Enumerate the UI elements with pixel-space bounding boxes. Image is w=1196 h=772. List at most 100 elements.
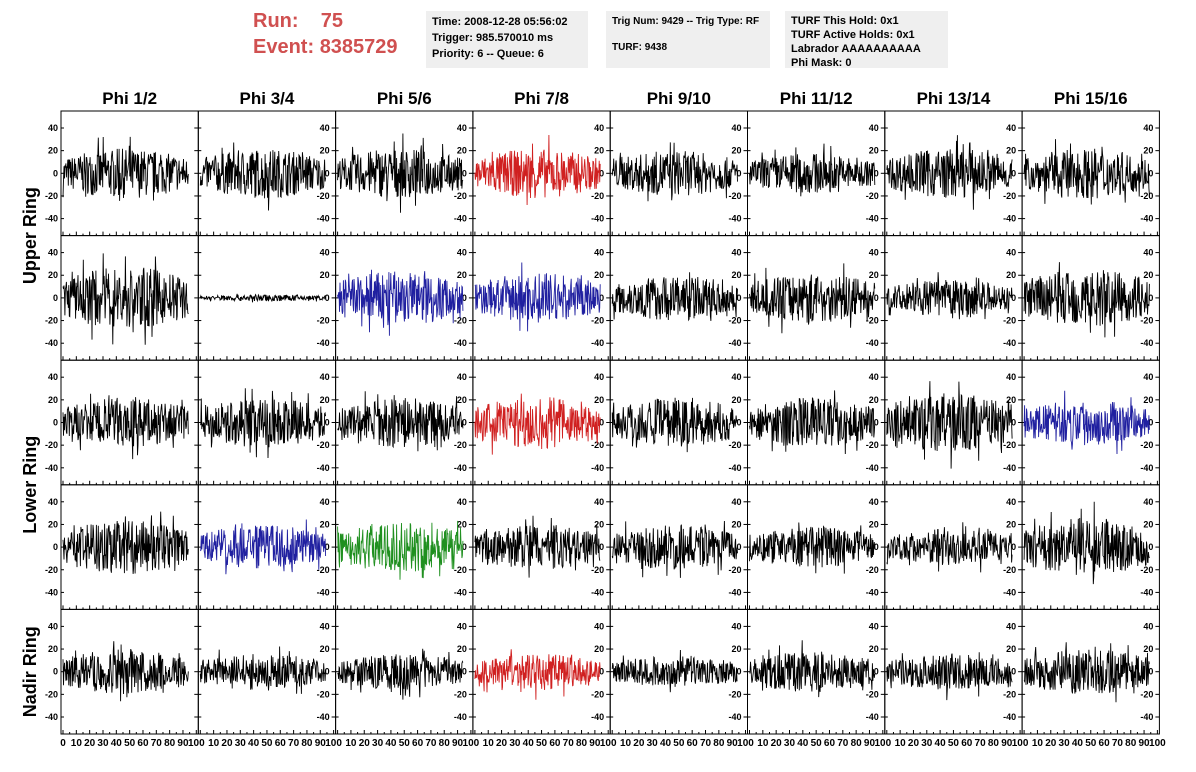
y-tick-label: 20 bbox=[731, 270, 741, 280]
x-tick-label: 100 bbox=[1149, 738, 1166, 749]
x-tick-label: 80 bbox=[1125, 738, 1137, 749]
waveform-line bbox=[611, 520, 738, 578]
y-tick-label: -20 bbox=[454, 316, 467, 326]
y-tick-label: 40 bbox=[869, 248, 879, 258]
y-tick-label: 0 bbox=[736, 168, 741, 178]
y-tick-label: 0 bbox=[325, 293, 330, 303]
y-tick-label: 0 bbox=[1148, 293, 1153, 303]
y-tick-label: -20 bbox=[454, 565, 467, 575]
y-tick-label: -20 bbox=[1140, 440, 1153, 450]
y-tick-label: 40 bbox=[320, 372, 330, 382]
y-tick-label: -40 bbox=[866, 463, 879, 473]
y-tick-label: -40 bbox=[45, 214, 58, 224]
y-tick-label: 40 bbox=[1143, 621, 1153, 631]
y-tick-label: 0 bbox=[599, 168, 604, 178]
y-tick-label: 40 bbox=[48, 372, 58, 382]
y-tick-label: 0 bbox=[1148, 542, 1153, 552]
y-tick-label: 20 bbox=[1006, 395, 1016, 405]
panel-frame bbox=[60, 359, 199, 486]
waveform-line bbox=[337, 520, 464, 580]
x-tick-label: 70 bbox=[1112, 738, 1124, 749]
y-tick-label: 20 bbox=[869, 519, 879, 529]
y-tick-label: -20 bbox=[1003, 565, 1016, 575]
y-tick-label: 0 bbox=[325, 667, 330, 677]
y-tick-label: 40 bbox=[731, 248, 741, 258]
y-tick-label: 40 bbox=[48, 497, 58, 507]
x-tick-label: 10 bbox=[620, 738, 632, 749]
y-tick-label: -20 bbox=[728, 689, 741, 699]
y-tick-label: 40 bbox=[320, 123, 330, 133]
event-label: Event: bbox=[253, 36, 315, 58]
y-tick-label: 40 bbox=[457, 248, 467, 258]
y-tick-label: -20 bbox=[728, 316, 741, 326]
waveform-line bbox=[886, 652, 1013, 701]
y-tick-label: 0 bbox=[462, 168, 467, 178]
x-tick-label: 10 bbox=[71, 738, 83, 749]
run-event-block: Run: 75 Event: 8385729 bbox=[253, 8, 398, 60]
y-tick-label: 40 bbox=[1143, 248, 1153, 258]
y-tick-label: 0 bbox=[599, 293, 604, 303]
y-tick-label: 0 bbox=[462, 667, 467, 677]
trig-num-line: Trig Num: 9429 -- Trig Type: RF bbox=[612, 16, 760, 27]
y-tick-label: 40 bbox=[594, 621, 604, 631]
waveform-line bbox=[611, 649, 738, 693]
y-tick-label: -20 bbox=[454, 689, 467, 699]
x-tick-label: 20 bbox=[1045, 738, 1057, 749]
y-tick-label: 40 bbox=[457, 497, 467, 507]
y-tick-label: 20 bbox=[320, 146, 330, 156]
waveform-line bbox=[62, 253, 189, 345]
run-row: Run: 75 bbox=[253, 8, 398, 34]
y-tick-label: 40 bbox=[594, 248, 604, 258]
waveform-line bbox=[1023, 390, 1150, 455]
x-tick-label: 60 bbox=[1099, 738, 1111, 749]
x-tick-label: 80 bbox=[439, 738, 451, 749]
y-tick-label: -20 bbox=[866, 440, 879, 450]
x-tick-label: 50 bbox=[536, 738, 548, 749]
ring-label: Lower Ring bbox=[20, 436, 40, 534]
y-tick-label: 0 bbox=[874, 418, 879, 428]
y-tick-label: 20 bbox=[320, 644, 330, 654]
y-tick-label: 20 bbox=[320, 519, 330, 529]
x-tick-label: 100 bbox=[325, 738, 342, 749]
x-tick-label: 30 bbox=[372, 738, 384, 749]
y-tick-label: -40 bbox=[591, 712, 604, 722]
y-tick-label: 20 bbox=[457, 395, 467, 405]
turf-active-line: TURF Active Holds: 0x1 bbox=[791, 29, 915, 41]
waveform-line bbox=[200, 519, 327, 575]
y-tick-label: 40 bbox=[457, 372, 467, 382]
y-tick-label: -20 bbox=[454, 191, 467, 201]
waveform-line bbox=[886, 272, 1013, 320]
y-tick-label: -40 bbox=[1140, 463, 1153, 473]
y-tick-label: 0 bbox=[736, 418, 741, 428]
x-tick-label: 80 bbox=[301, 738, 313, 749]
y-tick-label: -20 bbox=[866, 565, 879, 575]
x-tick-label: 60 bbox=[137, 738, 149, 749]
y-tick-label: 40 bbox=[731, 123, 741, 133]
y-tick-label: -40 bbox=[1003, 214, 1016, 224]
waveform-line bbox=[337, 269, 464, 336]
x-tick-label: 0 bbox=[60, 738, 66, 749]
y-tick-label: 20 bbox=[594, 395, 604, 405]
y-tick-label: 20 bbox=[1143, 644, 1153, 654]
time-info-box: Time: 2008-12-28 05:56:02 Trigger: 985.5… bbox=[426, 11, 588, 68]
y-tick-label: -20 bbox=[728, 565, 741, 575]
y-tick-label: -40 bbox=[866, 712, 879, 722]
x-tick-label: 60 bbox=[412, 738, 424, 749]
y-tick-label: 40 bbox=[869, 621, 879, 631]
y-tick-label: -20 bbox=[45, 316, 58, 326]
y-tick-label: 0 bbox=[736, 667, 741, 677]
y-tick-label: 20 bbox=[731, 644, 741, 654]
x-tick-label: 40 bbox=[1072, 738, 1084, 749]
turf-info-box: TURF This Hold: 0x1 TURF Active Holds: 0… bbox=[785, 11, 948, 69]
y-tick-label: 40 bbox=[48, 248, 58, 258]
y-tick-label: 40 bbox=[594, 497, 604, 507]
y-tick-label: -20 bbox=[866, 191, 879, 201]
x-tick-label: 70 bbox=[975, 738, 987, 749]
y-tick-label: 40 bbox=[1006, 123, 1016, 133]
x-tick-label: 10 bbox=[757, 738, 769, 749]
y-tick-label: 20 bbox=[594, 519, 604, 529]
y-tick-label: 20 bbox=[48, 519, 58, 529]
x-tick-label: 90 bbox=[1001, 738, 1013, 749]
x-tick-label: 10 bbox=[345, 738, 357, 749]
y-tick-label: -40 bbox=[454, 214, 467, 224]
